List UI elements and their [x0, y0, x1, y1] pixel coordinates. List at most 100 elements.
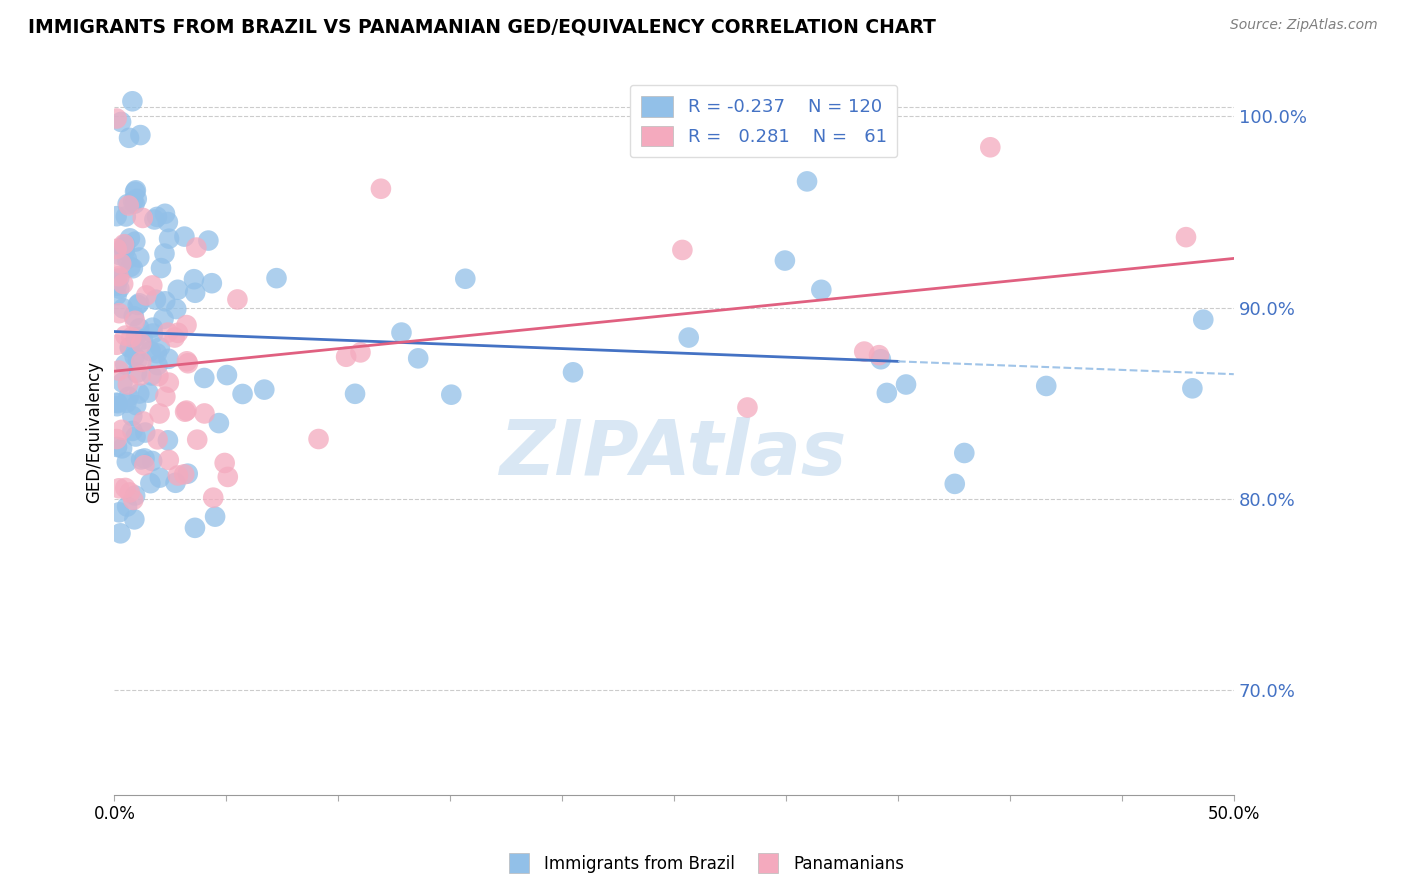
Point	[1181, 381, 1204, 395]
Point	[176, 318, 198, 332]
Text: IMMIGRANTS FROM BRAZIL VS PANAMANIAN GED/EQUIVALENCY CORRELATION CHART: IMMIGRANTS FROM BRAZIL VS PANAMANIAN GED…	[28, 18, 936, 37]
Point	[118, 340, 141, 354]
Point	[173, 229, 195, 244]
Point	[114, 328, 136, 343]
Point	[177, 467, 200, 481]
Point	[118, 341, 141, 355]
Point	[124, 489, 146, 503]
Point	[141, 278, 163, 293]
Point	[440, 387, 463, 401]
Point	[141, 368, 163, 383]
Point	[165, 301, 187, 316]
Point	[125, 398, 148, 412]
Point	[121, 95, 143, 109]
Point	[115, 396, 138, 410]
Point	[156, 215, 179, 229]
Point	[105, 440, 128, 454]
Point	[136, 385, 159, 400]
Point	[810, 283, 832, 297]
Point	[157, 376, 180, 390]
Point	[344, 386, 367, 401]
Point	[176, 403, 198, 417]
Point	[869, 352, 891, 367]
Point	[108, 271, 131, 285]
Point	[124, 235, 146, 249]
Point	[132, 211, 155, 225]
Point	[112, 277, 135, 291]
Point	[114, 481, 136, 495]
Point	[876, 386, 898, 401]
Point	[139, 476, 162, 491]
Point	[894, 377, 917, 392]
Point	[117, 197, 139, 211]
Point	[132, 333, 155, 347]
Point	[111, 376, 134, 390]
Point	[108, 306, 131, 320]
Point	[114, 358, 136, 372]
Point	[129, 128, 152, 142]
Point	[118, 130, 141, 145]
Point	[124, 185, 146, 199]
Point	[121, 409, 143, 423]
Point	[186, 433, 208, 447]
Point	[156, 326, 179, 340]
Point	[108, 505, 131, 519]
Point	[121, 424, 143, 438]
Point	[157, 453, 180, 467]
Point	[112, 237, 135, 252]
Point	[108, 481, 131, 495]
Point	[773, 253, 796, 268]
Point	[146, 210, 169, 224]
Point	[143, 212, 166, 227]
Point	[120, 260, 142, 274]
Point	[146, 358, 169, 372]
Point	[370, 182, 392, 196]
Point	[127, 352, 149, 367]
Point	[149, 470, 172, 484]
Point	[1192, 312, 1215, 326]
Point	[125, 366, 148, 380]
Point	[166, 468, 188, 483]
Point	[125, 192, 148, 206]
Point	[107, 396, 129, 410]
Point	[174, 405, 197, 419]
Point	[110, 115, 132, 129]
Point	[122, 309, 145, 323]
Point	[111, 423, 134, 437]
Point	[454, 272, 477, 286]
Point	[208, 416, 231, 430]
Point	[308, 432, 330, 446]
Point	[157, 232, 180, 246]
Point	[111, 442, 134, 456]
Point	[1035, 379, 1057, 393]
Point	[117, 390, 139, 404]
Point	[128, 251, 150, 265]
Point	[114, 237, 136, 252]
Point	[105, 242, 128, 256]
Point	[110, 256, 132, 270]
Point	[150, 261, 173, 276]
Point	[124, 350, 146, 364]
Point	[562, 365, 585, 379]
Point	[149, 340, 172, 354]
Point	[186, 241, 208, 255]
Point	[110, 526, 132, 541]
Point	[112, 301, 135, 316]
Point	[128, 321, 150, 335]
Point	[167, 326, 190, 340]
Point	[125, 329, 148, 343]
Point	[214, 456, 236, 470]
Point	[114, 210, 136, 224]
Point	[201, 276, 224, 290]
Point	[118, 198, 141, 212]
Point	[266, 271, 288, 285]
Point	[128, 386, 150, 401]
Point	[132, 415, 155, 429]
Point	[105, 112, 128, 126]
Point	[868, 348, 890, 362]
Point	[156, 434, 179, 448]
Point	[107, 269, 129, 284]
Point	[671, 243, 693, 257]
Point	[232, 387, 254, 401]
Point	[217, 470, 239, 484]
